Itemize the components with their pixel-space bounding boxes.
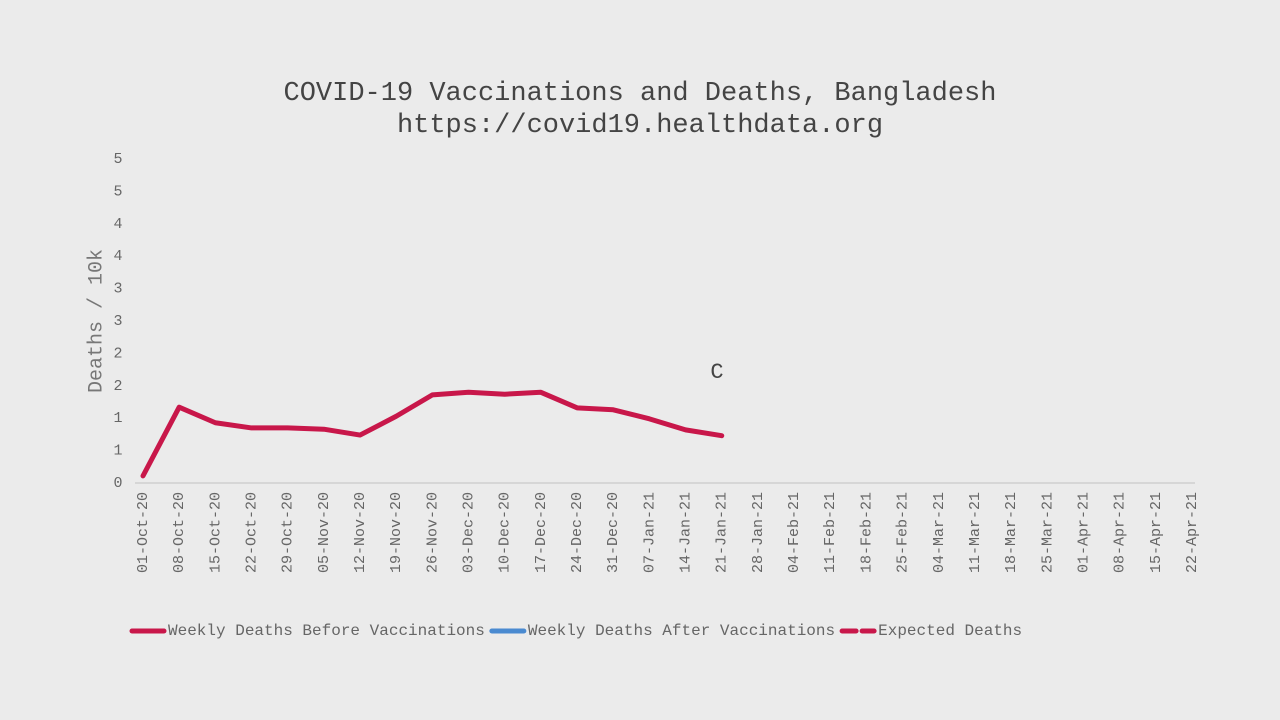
x-tick-label: 22-Oct-20 — [243, 492, 260, 573]
x-tick-label: 15-Oct-20 — [207, 492, 224, 573]
x-tick-label: 18-Feb-21 — [858, 492, 875, 573]
y-tick-label: 0 — [113, 475, 122, 492]
x-tick-label: 26-Nov-20 — [424, 492, 441, 573]
x-tick-label: 12-Nov-20 — [352, 492, 369, 573]
x-tick-label: 22-Apr-21 — [1184, 492, 1201, 573]
x-tick-label: 10-Dec-20 — [497, 492, 514, 573]
legend-label: Weekly Deaths After Vaccinations — [528, 622, 835, 640]
x-tick-label: 08-Oct-20 — [171, 492, 188, 573]
x-tick-label: 25-Feb-21 — [895, 492, 912, 573]
data-line — [140, 389, 725, 479]
y-tick-label: 5 — [113, 151, 122, 168]
x-tick-label: 01-Apr-21 — [1075, 492, 1092, 573]
x-tick-label: 17-Dec-20 — [533, 492, 550, 573]
legend-label: Expected Deaths — [878, 622, 1022, 640]
x-tick-label: 04-Mar-21 — [931, 492, 948, 573]
x-tick-label: 03-Dec-20 — [461, 492, 478, 573]
x-tick-label: 01-Oct-20 — [135, 492, 152, 573]
x-tick-label: 28-Jan-21 — [750, 492, 767, 573]
chart-title: COVID-19 Vaccinations and Deaths, Bangla… — [284, 79, 997, 109]
x-tick-label: 04-Feb-21 — [786, 492, 803, 573]
x-tick-label: 18-Mar-21 — [1003, 492, 1020, 573]
chart-subtitle: https://covid19.healthdata.org — [397, 111, 883, 141]
x-tick-label: 14-Jan-21 — [678, 492, 695, 573]
x-tick-label: 08-Apr-21 — [1112, 492, 1129, 573]
x-tick-label: 25-Mar-21 — [1039, 492, 1056, 573]
x-tick-label: 15-Apr-21 — [1148, 492, 1165, 573]
annotation: C — [710, 360, 723, 385]
y-tick-label: 2 — [113, 378, 122, 395]
x-tick-label: 07-Jan-21 — [641, 492, 658, 573]
x-tick-label: 21-Jan-21 — [714, 492, 731, 573]
y-tick-label: 2 — [113, 345, 122, 362]
y-tick-label: 4 — [113, 248, 122, 265]
x-tick-label: 19-Nov-20 — [388, 492, 405, 573]
y-tick-label: 5 — [113, 183, 122, 200]
y-tick-label: 1 — [113, 410, 122, 427]
x-tick-label: 29-Oct-20 — [280, 492, 297, 573]
y-tick-label: 3 — [113, 313, 122, 330]
x-tick-label: 31-Dec-20 — [605, 492, 622, 573]
x-tick-label: 11-Feb-21 — [822, 492, 839, 573]
y-tick-label: 4 — [113, 216, 122, 233]
y-tick-label: 1 — [113, 443, 122, 460]
x-tick-label: 05-Nov-20 — [316, 492, 333, 573]
y-tick-label: 3 — [113, 281, 122, 298]
x-tick-label: 24-Dec-20 — [569, 492, 586, 573]
legend-label: Weekly Deaths Before Vaccinations — [168, 622, 485, 640]
x-tick-label: 11-Mar-21 — [967, 492, 984, 573]
y-axis-label: Deaths / 10k — [85, 249, 108, 393]
